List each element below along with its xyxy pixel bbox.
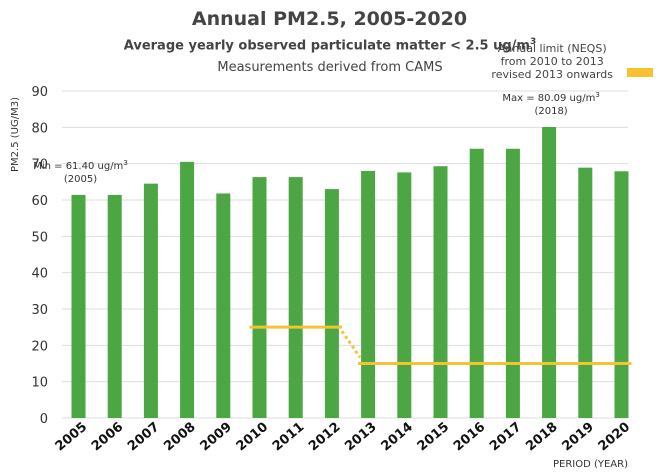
bar xyxy=(71,194,86,418)
annotation-label: (2005) xyxy=(64,174,97,185)
annotation-superscript: 3 xyxy=(123,159,127,167)
limit-line-transition xyxy=(340,330,362,359)
x-tick-label: 2010 xyxy=(234,420,271,455)
x-tick-label: 2019 xyxy=(560,420,597,455)
chart-note: Measurements derived from CAMS xyxy=(217,60,443,75)
y-tick-label: 20 xyxy=(31,339,48,354)
x-axis-label: PERIOD (YEAR) xyxy=(553,459,628,470)
bar xyxy=(107,194,122,418)
x-tick-label: 2018 xyxy=(523,420,560,455)
x-tick-label: 2012 xyxy=(306,420,343,455)
bar xyxy=(397,172,412,418)
subtitle-superscript: 3 xyxy=(529,37,537,47)
y-tick-label: 10 xyxy=(31,376,48,391)
x-tick-label: 2009 xyxy=(198,420,235,455)
bar xyxy=(433,166,448,418)
x-tick-label: 2008 xyxy=(161,420,198,455)
legend-label-line: from 2010 to 2013 xyxy=(500,55,604,68)
x-tick-label: 2017 xyxy=(487,420,524,455)
y-tick-label: 40 xyxy=(31,267,48,282)
legend-label-line: Annual limit (NEQS) xyxy=(497,42,607,55)
x-tick-label: 2005 xyxy=(53,420,90,455)
bar xyxy=(252,177,267,418)
y-axis-label: PM2.5 (UG/M3) xyxy=(10,97,21,172)
chart-subtitle: Average yearly observed particulate matt… xyxy=(95,37,565,53)
legend-label: Annual limit (NEQS) from 2010 to 2013 re… xyxy=(491,42,613,81)
y-tick-label: 30 xyxy=(31,303,48,318)
bar xyxy=(469,148,484,418)
chart-title: Annual PM2.5, 2005-2020 xyxy=(191,8,468,30)
bar xyxy=(361,170,376,418)
y-tick-label: 0 xyxy=(40,412,48,427)
x-tick-label: 2011 xyxy=(270,420,307,455)
bar xyxy=(143,183,158,418)
legend-swatch xyxy=(627,68,653,77)
y-tick-label: 90 xyxy=(31,85,48,100)
bar xyxy=(324,189,339,418)
bar xyxy=(614,171,629,418)
bar xyxy=(578,167,593,418)
legend-label-line: revised 2013 onwards xyxy=(491,68,613,81)
x-tick-label: 2016 xyxy=(451,420,488,455)
y-tick-label: 50 xyxy=(31,230,48,245)
x-tick-label: 2020 xyxy=(596,420,633,455)
annotation-label: (2018) xyxy=(534,106,567,117)
y-tick-label: 70 xyxy=(31,158,48,173)
annotation-label: Max = 80.09 ug/m3 xyxy=(502,91,599,104)
x-tick-label: 2006 xyxy=(89,420,126,455)
bar xyxy=(505,148,520,418)
bar xyxy=(180,161,195,418)
y-tick-label: 60 xyxy=(31,194,48,209)
bar xyxy=(288,177,303,418)
subtitle-text: Average yearly observed particulate matt… xyxy=(123,38,530,54)
bar xyxy=(216,193,231,418)
annotation-label: Min = 61.40 ug/m3 xyxy=(33,159,128,172)
x-tick-label: 2007 xyxy=(125,420,162,455)
x-tick-label: 2014 xyxy=(379,420,416,455)
y-tick-label: 80 xyxy=(31,121,48,136)
bar xyxy=(542,127,557,418)
x-tick-label: 2013 xyxy=(342,420,379,455)
annotation-superscript: 3 xyxy=(595,91,599,99)
x-tick-label: 2015 xyxy=(415,420,452,455)
